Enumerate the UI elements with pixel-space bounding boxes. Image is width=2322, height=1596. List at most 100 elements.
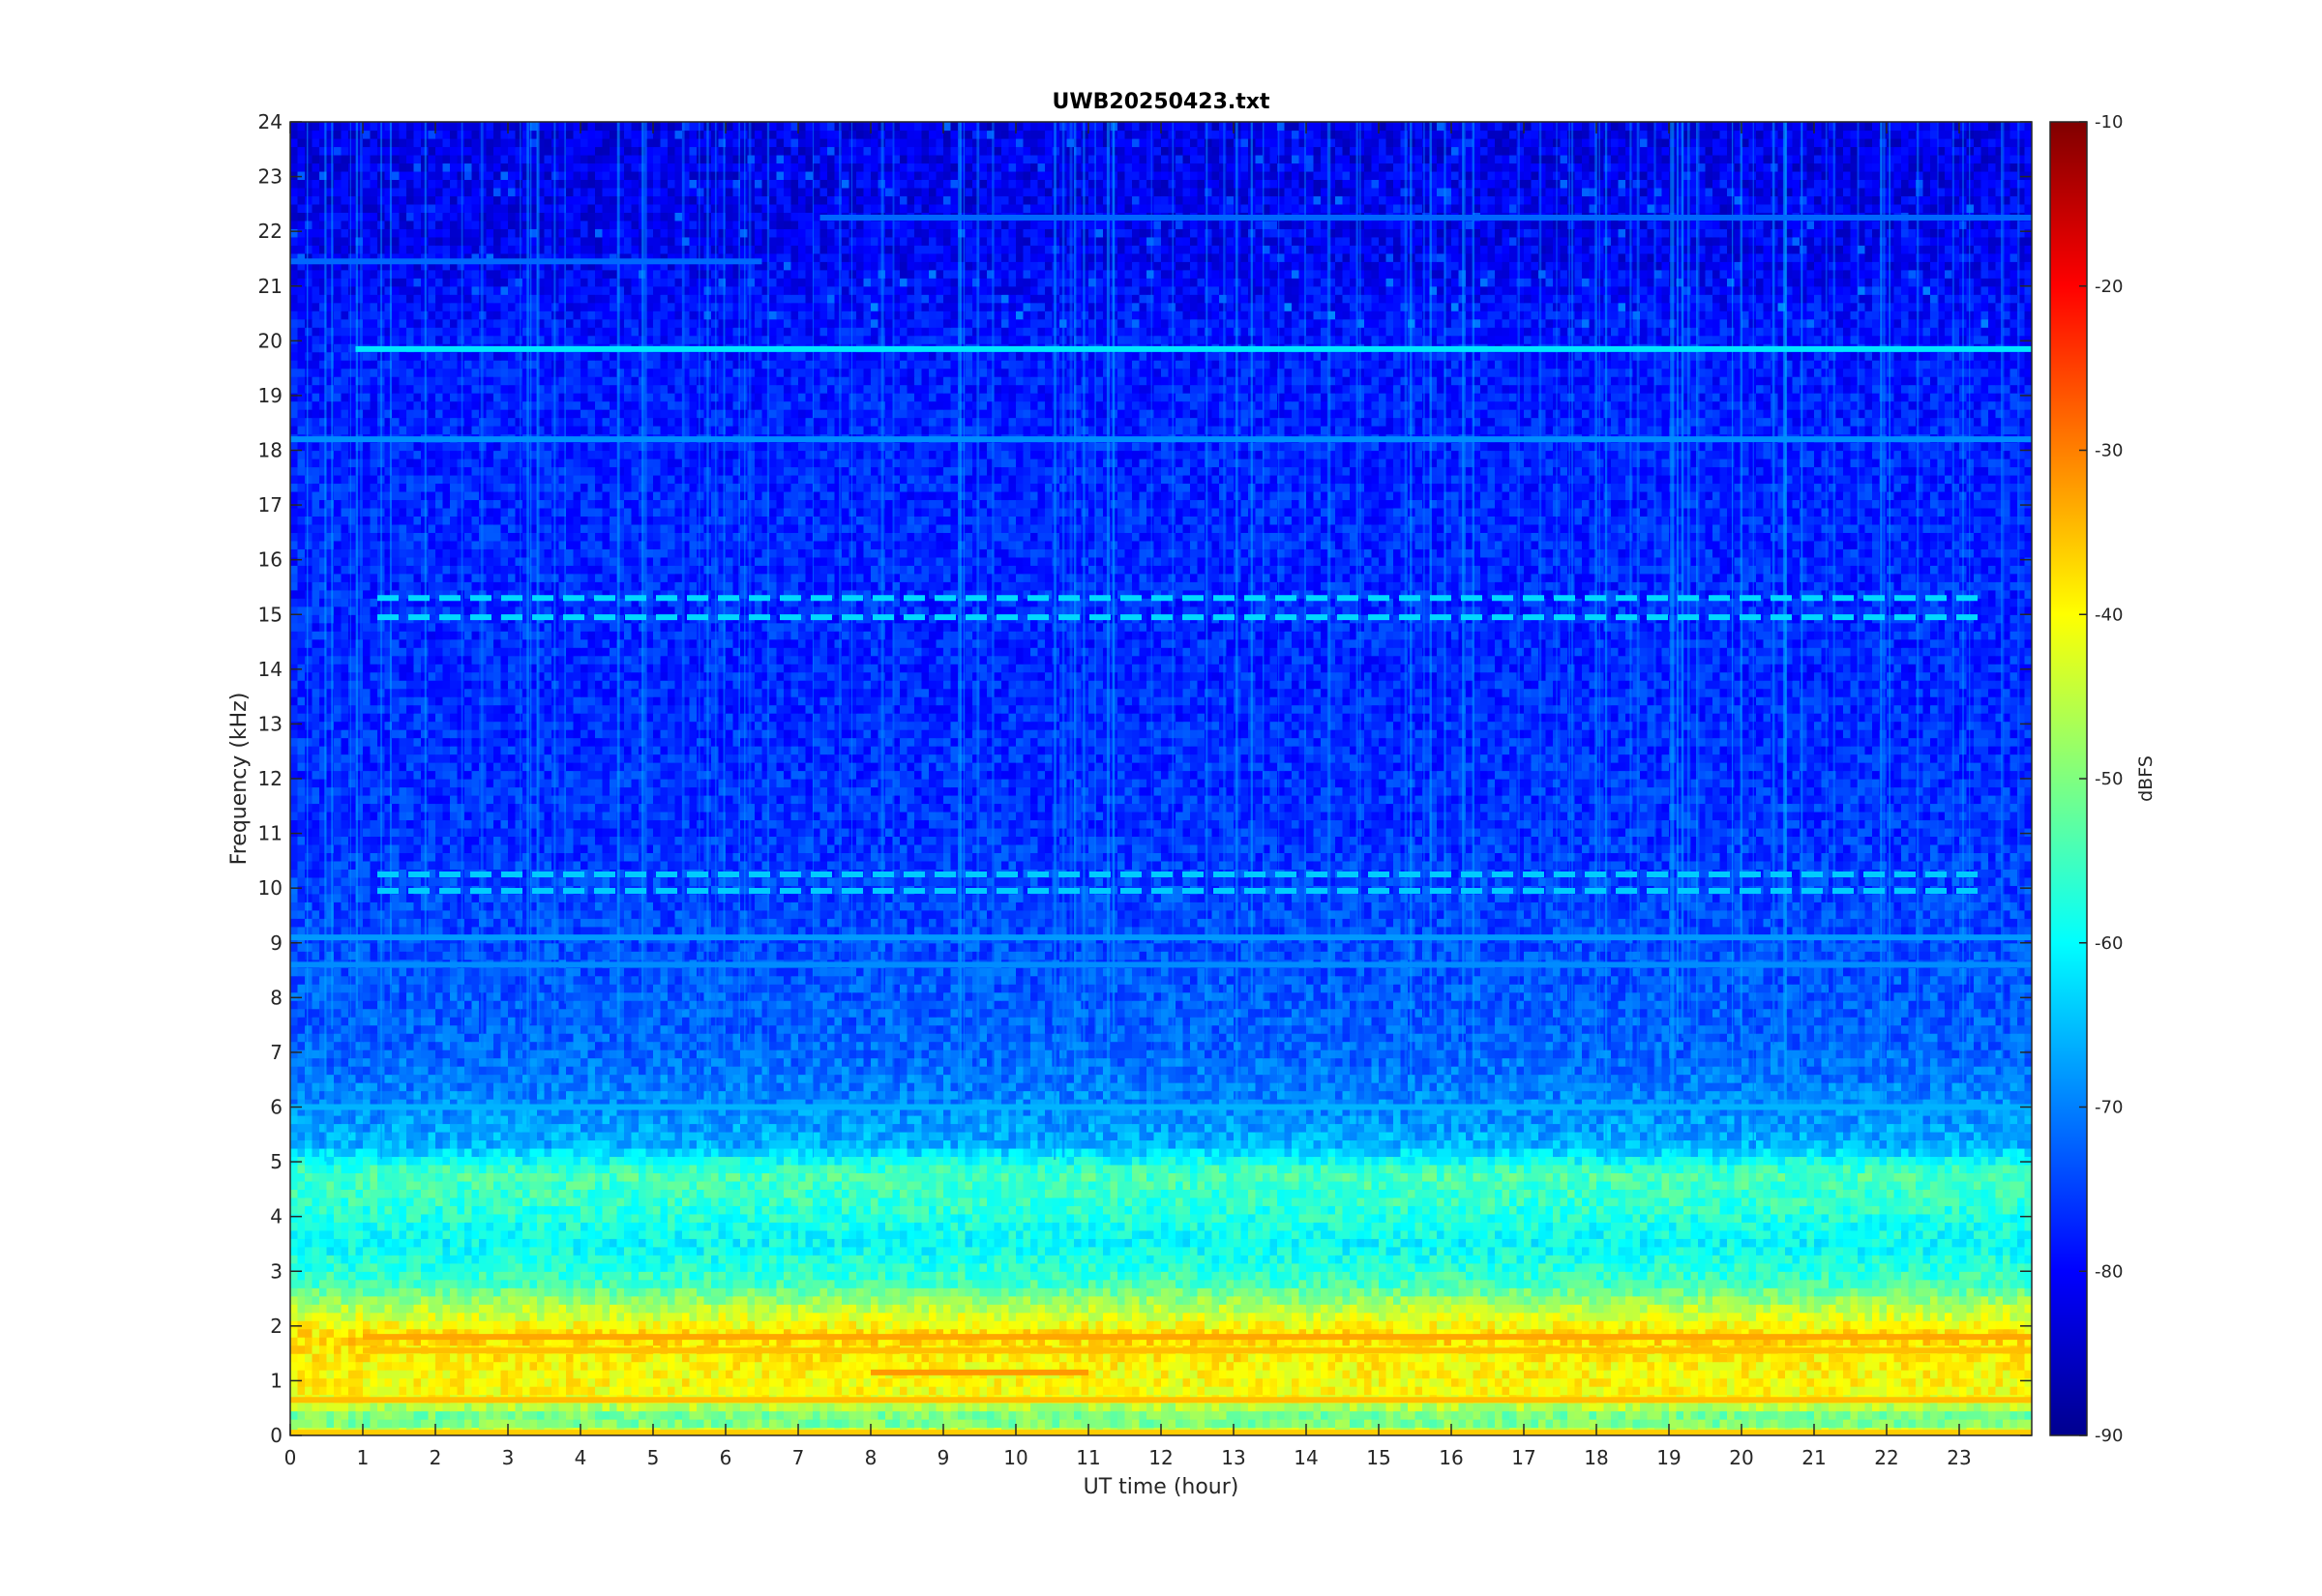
- heatmap-cell: [726, 1370, 733, 1378]
- heatmap-cell: [719, 1362, 727, 1371]
- heatmap-cell: [537, 1320, 545, 1329]
- heatmap-cell: [1858, 1378, 1865, 1387]
- heatmap-cell: [914, 1386, 922, 1395]
- heatmap-cell: [508, 1313, 516, 1321]
- heatmap-cell: [458, 1362, 465, 1371]
- heatmap-cell: [580, 1411, 588, 1420]
- heatmap-cell: [755, 1320, 762, 1329]
- heatmap-cell: [501, 1353, 509, 1362]
- heatmap-cell: [348, 1386, 356, 1395]
- heatmap-cell: [1619, 1304, 1626, 1313]
- heatmap-cell: [849, 1370, 857, 1378]
- heatmap-cell: [987, 1362, 995, 1371]
- heatmap-cell: [2017, 1370, 2025, 1378]
- heatmap-cell: [1357, 1403, 1365, 1411]
- heatmap-cell: [377, 1362, 385, 1371]
- heatmap-cell: [1669, 1296, 1677, 1305]
- heatmap-cell: [951, 1386, 959, 1395]
- heatmap-cell: [603, 1304, 610, 1313]
- heatmap-cell: [530, 1287, 538, 1296]
- heatmap-cell: [1016, 1353, 1024, 1362]
- heatmap-cell: [1764, 1411, 1771, 1420]
- heatmap-cell: [545, 1411, 552, 1420]
- heatmap-cell: [1625, 1353, 1633, 1362]
- heatmap-cell: [522, 1296, 530, 1305]
- heatmap-cell: [1053, 1296, 1060, 1305]
- heatmap-cell: [1894, 1320, 1902, 1329]
- heatmap-cell: [1401, 1320, 1409, 1329]
- heatmap-cell: [1350, 1287, 1357, 1296]
- heatmap-cell: [740, 1378, 748, 1387]
- heatmap-cell: [1169, 1362, 1176, 1371]
- heatmap-cell: [827, 1353, 835, 1362]
- heatmap-cell: [777, 1287, 785, 1296]
- heatmap-cell: [1938, 1362, 1946, 1371]
- heatmap-cell: [1538, 1370, 1546, 1378]
- heatmap-cell: [290, 1386, 298, 1395]
- heatmap-cell: [769, 1296, 777, 1305]
- heatmap-cell: [1480, 1403, 1488, 1411]
- heatmap-cell: [450, 1320, 458, 1329]
- heatmap-cell: [777, 1362, 785, 1371]
- heatmap-cell: [1974, 1296, 1981, 1305]
- heatmap-cell: [348, 1280, 356, 1288]
- heatmap-cell: [704, 1296, 712, 1305]
- heatmap-cell: [1444, 1370, 1452, 1378]
- heatmap-cell: [1836, 1304, 1844, 1313]
- heatmap-cell: [719, 1313, 727, 1321]
- heatmap-cell: [1756, 1370, 1764, 1378]
- heatmap-cell: [1691, 1304, 1699, 1313]
- heatmap-cell: [1190, 1378, 1198, 1387]
- heatmap-cell: [1691, 1362, 1699, 1371]
- heatmap-cell: [1596, 1386, 1604, 1395]
- heatmap-cell: [1408, 1320, 1415, 1329]
- heatmap-cell: [1793, 1370, 1801, 1378]
- heatmap-cell: [769, 1378, 777, 1387]
- heatmap-cell: [348, 1378, 356, 1387]
- heatmap-cell: [1379, 1320, 1386, 1329]
- heatmap-cell: [1480, 1287, 1488, 1296]
- heatmap-cell: [1030, 1411, 1038, 1420]
- heatmap-cell: [2010, 1378, 2018, 1387]
- heatmap-cell: [617, 1411, 625, 1420]
- heatmap-cell: [1981, 1403, 1989, 1411]
- heatmap-cell: [1444, 1320, 1452, 1329]
- heatmap-cell: [458, 1419, 465, 1428]
- heatmap-cell: [682, 1386, 690, 1395]
- heatmap-cell: [1851, 1386, 1859, 1395]
- heatmap-cell: [1154, 1313, 1162, 1321]
- heatmap-cell: [493, 1362, 501, 1371]
- heatmap-cell: [1169, 1403, 1176, 1411]
- heatmap-cell: [566, 1353, 574, 1362]
- heatmap-cell: [1140, 1378, 1147, 1387]
- heatmap-cell: [1538, 1411, 1546, 1420]
- heatmap-cell: [1285, 1304, 1293, 1313]
- heatmap-cell: [342, 1370, 349, 1378]
- heatmap-cell: [1654, 1386, 1662, 1395]
- heatmap-cell: [551, 1304, 559, 1313]
- heatmap-cell: [588, 1386, 596, 1395]
- heatmap-cell: [1561, 1370, 1568, 1378]
- heatmap-cell: [1053, 1304, 1060, 1313]
- heatmap-cell: [1887, 1313, 1894, 1321]
- heatmap-cell: [849, 1386, 857, 1395]
- heatmap-cell: [755, 1386, 762, 1395]
- heatmap-cell: [820, 1378, 828, 1387]
- heatmap-cell: [1263, 1296, 1270, 1305]
- heatmap-cell: [1096, 1419, 1104, 1428]
- heatmap-cell: [522, 1378, 530, 1387]
- heatmap-cell: [1212, 1320, 1220, 1329]
- heatmap-cell: [1314, 1370, 1322, 1378]
- heatmap-cell: [1393, 1419, 1401, 1428]
- heatmap-cell: [937, 1320, 944, 1329]
- heatmap-cell: [406, 1296, 414, 1305]
- heatmap-cell: [1343, 1370, 1351, 1378]
- heatmap-cell: [1451, 1296, 1459, 1305]
- heatmap-cell: [1343, 1419, 1351, 1428]
- heatmap-cell: [733, 1403, 741, 1411]
- heatmap-cell: [1930, 1320, 1938, 1329]
- heatmap-cell: [1814, 1313, 1822, 1321]
- heatmap-cell: [1059, 1353, 1067, 1362]
- heatmap-cell: [1379, 1370, 1386, 1378]
- heatmap-cell: [313, 1320, 320, 1329]
